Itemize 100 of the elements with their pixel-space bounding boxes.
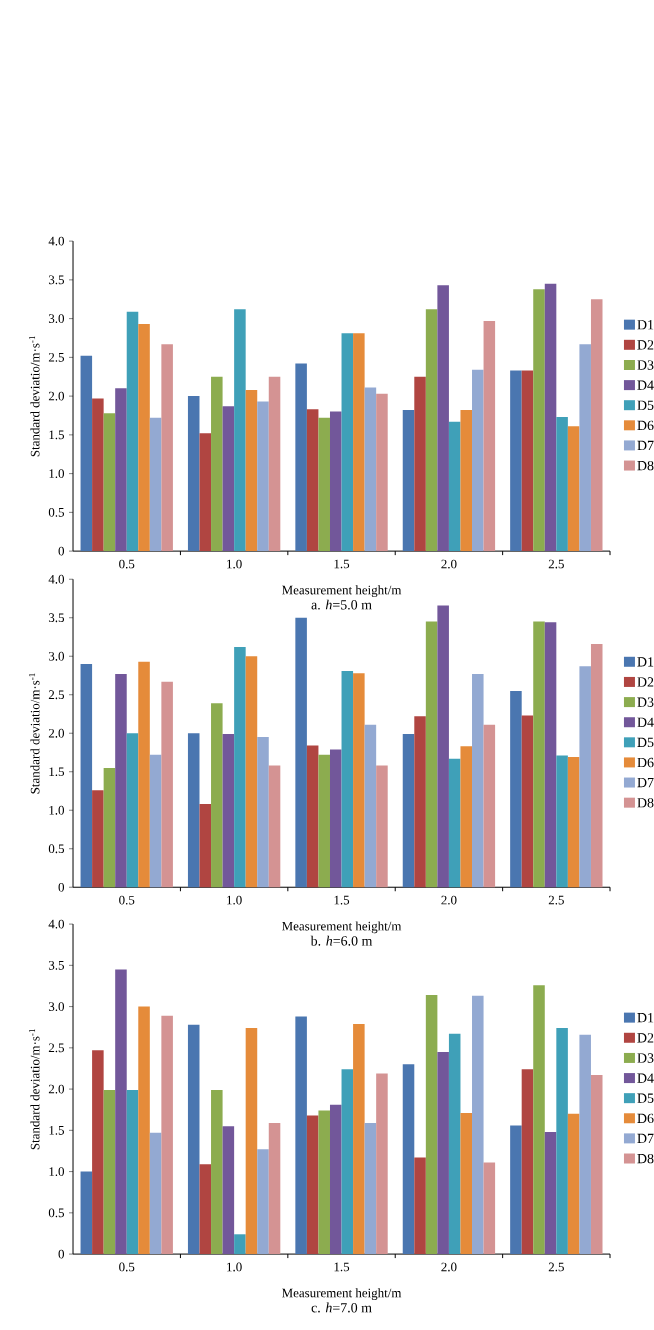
- bar: [521, 715, 534, 888]
- bar: [257, 737, 269, 888]
- bar: [533, 985, 545, 1255]
- bar: [222, 1126, 235, 1255]
- bar: [579, 666, 591, 888]
- bar: [149, 754, 162, 888]
- legend-label: D8: [637, 460, 654, 471]
- bar: [353, 1023, 365, 1255]
- y-tick-label: 2.0: [48, 1084, 65, 1094]
- bar: [199, 804, 212, 888]
- legend-label: D4: [637, 717, 654, 727]
- y-tick-label: 0: [58, 882, 65, 892]
- bar: [103, 1089, 116, 1255]
- legend-label: D8: [637, 1153, 654, 1164]
- x-axis-title: Measurement height/m: [282, 1288, 402, 1301]
- text: c. h=7.0 m: [311, 1302, 372, 1313]
- bar: [268, 765, 281, 888]
- x-tick-label: 2.5: [548, 1262, 564, 1272]
- y-tick-label: 4.0: [48, 574, 65, 584]
- bar: [376, 765, 388, 888]
- bar: [306, 1115, 319, 1255]
- bar: [187, 396, 200, 552]
- bar: [448, 758, 461, 888]
- y-axis-title: Standard deviatio/m·s$^{-1}$: [29, 336, 40, 457]
- bar: [341, 333, 354, 552]
- bar: [533, 289, 545, 552]
- legend-label: D6: [637, 1113, 654, 1124]
- bar: [448, 1033, 461, 1255]
- y-tick-label: 1.0: [49, 469, 65, 479]
- bar: [425, 309, 438, 552]
- y-tick-label: 0.5: [48, 507, 65, 517]
- bar: [414, 376, 426, 552]
- legend-label: D4: [637, 380, 654, 390]
- bar: [521, 1069, 534, 1255]
- legend-label: D2: [637, 340, 654, 350]
- bar: [472, 995, 484, 1255]
- y-tick-label: 4.0: [48, 236, 65, 246]
- y-tick-label: 3.5: [48, 960, 65, 970]
- bar: [138, 661, 150, 888]
- bar: [306, 409, 319, 552]
- bar: [234, 647, 246, 888]
- bar: [245, 1028, 258, 1255]
- bar: [115, 969, 127, 1255]
- bar: [353, 673, 365, 888]
- bar: [103, 767, 116, 888]
- bar: [80, 1171, 93, 1255]
- y-tick-label: 3.0: [48, 651, 65, 661]
- bar: [126, 1089, 139, 1255]
- bar: [414, 1157, 426, 1255]
- y-tick-label: 1.5: [49, 1125, 65, 1135]
- y-tick-label: 1.5: [49, 430, 65, 440]
- bar: [149, 1132, 162, 1255]
- bar: [329, 1104, 342, 1255]
- bar: [544, 283, 557, 552]
- legend-label: D7: [637, 777, 654, 788]
- bar: [103, 413, 116, 552]
- bar: [92, 790, 104, 888]
- text: a. h=5.0 m: [311, 599, 372, 610]
- x-tick-label: 1.0: [227, 559, 242, 569]
- bar: [187, 733, 200, 888]
- y-tick-label: 0: [58, 546, 65, 556]
- bar: [234, 1234, 246, 1255]
- bar: [567, 757, 580, 888]
- bar: [199, 1164, 212, 1255]
- y-tick-label: 3.5: [48, 613, 65, 623]
- legend-label: D3: [637, 360, 654, 370]
- bar: [567, 1113, 580, 1255]
- x-axis-title: Measurement height/m: [282, 921, 402, 934]
- y-tick-label: 3.5: [48, 275, 65, 285]
- bar: [376, 1073, 388, 1255]
- bar: [510, 1125, 522, 1255]
- x-tick-label: 2.0: [441, 559, 457, 569]
- bar: [364, 1122, 377, 1255]
- bar: [533, 621, 545, 888]
- bar: [295, 1016, 307, 1255]
- y-axis-title: Standard deviatio/m·s$^{-1}$: [29, 673, 40, 794]
- y-tick-label: 3.0: [48, 314, 65, 324]
- bar: [483, 1162, 496, 1255]
- x-tick-label: 1.5: [334, 559, 350, 569]
- bar: [556, 755, 568, 888]
- y-tick-label: 1.5: [49, 767, 65, 777]
- bar: [556, 1028, 568, 1255]
- bar: [460, 410, 473, 552]
- bar: [437, 285, 449, 552]
- y-tick-label: 0.5: [48, 844, 65, 854]
- bar: [544, 622, 557, 888]
- x-tick-label: 2.0: [441, 895, 457, 905]
- bar: [318, 417, 330, 552]
- bar: [222, 406, 235, 552]
- legend-label: D1: [637, 320, 654, 330]
- x-tick-label: 0.5: [119, 1262, 135, 1272]
- bar: [510, 690, 522, 888]
- bar: [364, 387, 377, 552]
- bar: [402, 410, 415, 552]
- bar: [353, 333, 365, 552]
- y-tick-label: 2.0: [48, 728, 65, 738]
- y-tick-label: 1.0: [49, 805, 65, 815]
- bar: [364, 724, 377, 888]
- bar: [161, 344, 173, 552]
- x-tick-label: 1.5: [334, 1262, 350, 1272]
